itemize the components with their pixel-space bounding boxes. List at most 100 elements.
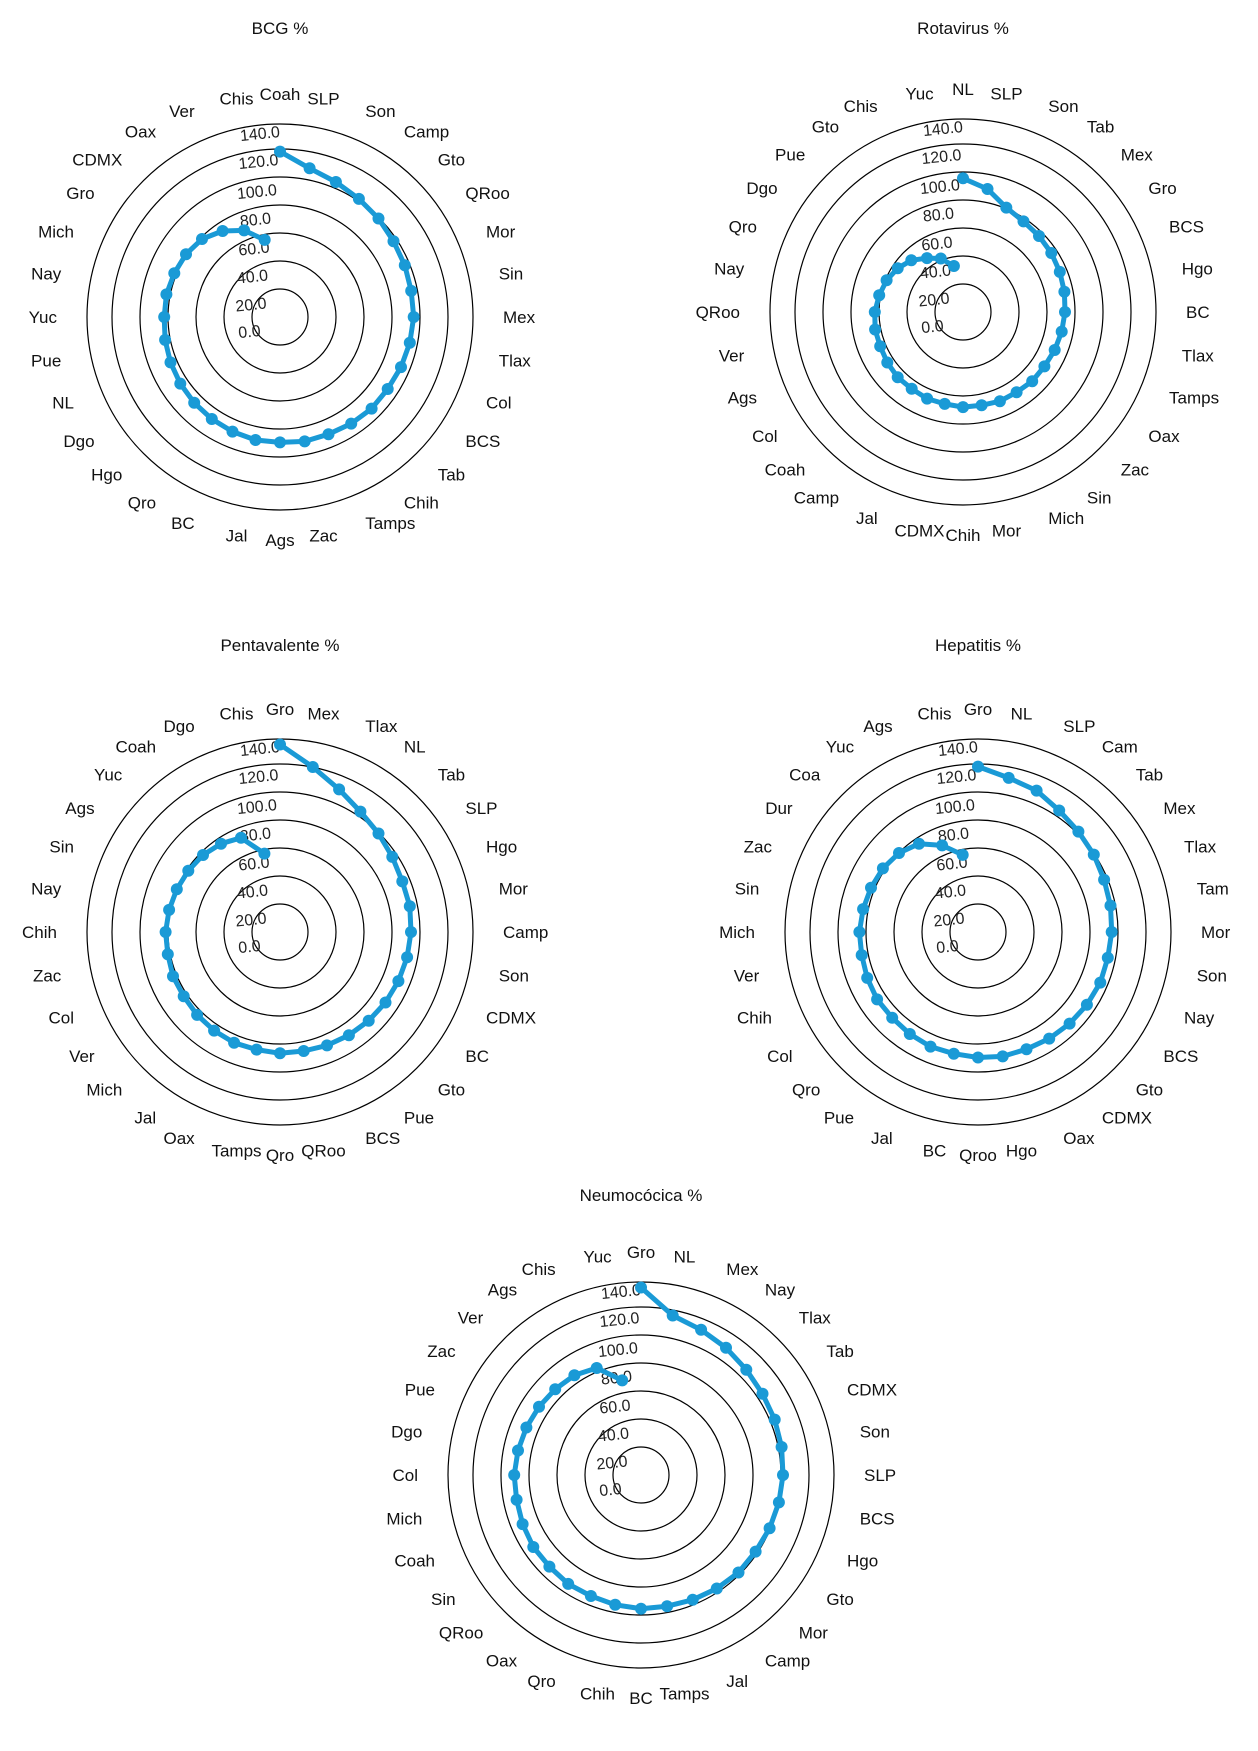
category-label: Gro xyxy=(964,700,992,719)
category-label: Ags xyxy=(265,531,294,550)
category-label: Camp xyxy=(503,923,548,942)
category-label: Mich xyxy=(719,923,755,942)
data-point xyxy=(934,252,947,265)
category-label: BCS xyxy=(465,432,500,451)
data-point xyxy=(322,428,335,441)
grid-ring xyxy=(878,227,1048,397)
data-point xyxy=(549,1383,562,1396)
data-point xyxy=(772,1496,785,1509)
data-point xyxy=(590,1362,603,1374)
category-label: Zac xyxy=(427,1342,456,1361)
category-label: BCS xyxy=(1169,218,1204,237)
category-label: Tlax xyxy=(365,717,398,736)
data-point xyxy=(345,417,358,430)
category-label: Qro xyxy=(128,493,156,512)
radial-tick-label: 40.0 xyxy=(597,1425,630,1445)
series-line xyxy=(856,764,1115,1060)
data-point xyxy=(533,1400,545,1413)
category-label: Dgo xyxy=(164,717,195,736)
data-point xyxy=(853,926,866,938)
grid-ring xyxy=(784,738,1172,1126)
category-label: Zac xyxy=(309,527,338,546)
category-label: Pue xyxy=(824,1108,854,1127)
grid-ring xyxy=(195,232,365,402)
radial-tick-label: 100.0 xyxy=(597,1340,639,1361)
category-label: BC xyxy=(171,514,195,533)
grid-ring xyxy=(850,199,1076,425)
category-label: Mex xyxy=(503,308,536,327)
data-point xyxy=(298,435,311,448)
category-label: Mor xyxy=(1201,923,1231,942)
data-point xyxy=(616,1374,629,1387)
data-point xyxy=(749,1545,762,1558)
grid-ring xyxy=(528,1362,754,1588)
category-label: Chih xyxy=(22,923,57,942)
data-point xyxy=(405,284,418,297)
data-point xyxy=(905,254,918,267)
data-point xyxy=(258,847,271,860)
category-label: Oax xyxy=(1063,1129,1095,1148)
data-point xyxy=(354,805,367,818)
data-point xyxy=(1087,848,1100,861)
radial-tick-label: 100.0 xyxy=(236,797,278,818)
category-label: Mich xyxy=(1048,509,1084,528)
data-point xyxy=(1038,360,1051,373)
data-point xyxy=(871,993,884,1006)
category-label: Chis xyxy=(219,704,253,723)
category-label: Dgo xyxy=(746,179,777,198)
data-point xyxy=(395,361,407,374)
category-label: Jal xyxy=(134,1108,156,1127)
category-label: BCS xyxy=(1163,1047,1198,1066)
category-label: Jal xyxy=(226,527,248,546)
category-label: Col xyxy=(392,1466,418,1485)
category-label: BC xyxy=(629,1689,653,1708)
category-label: Zac xyxy=(744,838,773,857)
category-label: Qro xyxy=(527,1672,555,1691)
grid-ring xyxy=(223,875,337,989)
data-point xyxy=(873,289,886,302)
data-point xyxy=(666,1309,679,1322)
category-label: Coah xyxy=(394,1551,435,1570)
grid-ring xyxy=(906,255,1020,369)
data-point xyxy=(880,274,893,287)
grid-ring xyxy=(251,903,309,961)
grid-ring xyxy=(86,123,474,511)
radial-tick-label: 140.0 xyxy=(600,1282,642,1303)
category-label: SLP xyxy=(307,89,339,108)
data-point xyxy=(661,1600,674,1613)
data-point xyxy=(1101,951,1114,964)
category-label: QRoo xyxy=(301,1142,345,1161)
data-point xyxy=(398,259,411,272)
data-point xyxy=(905,382,918,395)
radial-tick-label: 100.0 xyxy=(236,182,278,203)
data-point xyxy=(1105,926,1118,938)
category-label: NL xyxy=(404,738,426,757)
category-label: Qro xyxy=(266,1146,294,1165)
category-label: BCS xyxy=(365,1129,400,1148)
grid-ring xyxy=(949,903,1007,961)
data-point xyxy=(392,975,405,988)
category-label: Nay xyxy=(31,265,62,284)
category-label: SLP xyxy=(990,84,1022,103)
category-label: Chis xyxy=(844,97,878,116)
data-point xyxy=(235,831,247,844)
category-label: Dgo xyxy=(63,432,94,451)
data-point xyxy=(168,267,181,280)
data-point xyxy=(215,837,227,850)
category-label: Jal xyxy=(856,509,878,528)
data-point xyxy=(170,883,183,896)
category-label: Tamps xyxy=(365,514,415,533)
data-point xyxy=(1063,1017,1076,1030)
grid-ring xyxy=(251,288,309,346)
radial-tick-label: 120.0 xyxy=(238,152,280,173)
category-label: Tlax xyxy=(1182,347,1215,366)
data-point xyxy=(562,1577,575,1590)
rotavirus-radar-chart: Rotavirus % 0.0 20.0 40.0 60.0 80.0 100.0 120.… xyxy=(696,19,1220,545)
category-label: NL xyxy=(1011,704,1033,723)
grid-ring xyxy=(223,260,337,374)
category-label: Yuc xyxy=(29,308,58,327)
chart-title: Pentavalente % xyxy=(220,636,339,655)
category-label: Tamps xyxy=(659,1685,709,1704)
data-point xyxy=(333,783,346,796)
data-point xyxy=(516,1518,529,1531)
